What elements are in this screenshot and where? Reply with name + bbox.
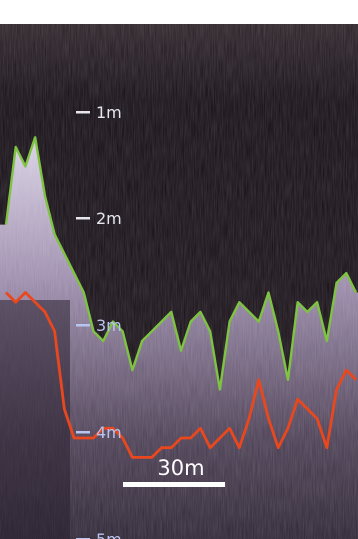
depth-label-5: 5m bbox=[96, 530, 122, 539]
depth-tick-2 bbox=[76, 217, 90, 220]
depth-tick-3 bbox=[76, 324, 90, 327]
left-shadow bbox=[0, 300, 70, 539]
top-margin bbox=[0, 0, 358, 24]
scale-bar-label: 30m bbox=[157, 456, 204, 480]
depth-label-3: 3m bbox=[96, 316, 122, 335]
depth-label-2: 2m bbox=[96, 209, 122, 228]
depth-label-1: 1m bbox=[96, 103, 122, 122]
depth-label-4: 4m bbox=[96, 423, 122, 442]
depth-tick-4 bbox=[76, 431, 90, 434]
scale-bar: 30m bbox=[123, 456, 225, 487]
surface-line bbox=[4, 136, 358, 391]
depth-scale: 1m 2m 3m 4m 5m bbox=[76, 103, 122, 539]
bottom-line bbox=[5, 291, 357, 459]
depth-tick-1 bbox=[76, 111, 90, 114]
scale-bar-line bbox=[123, 482, 225, 487]
